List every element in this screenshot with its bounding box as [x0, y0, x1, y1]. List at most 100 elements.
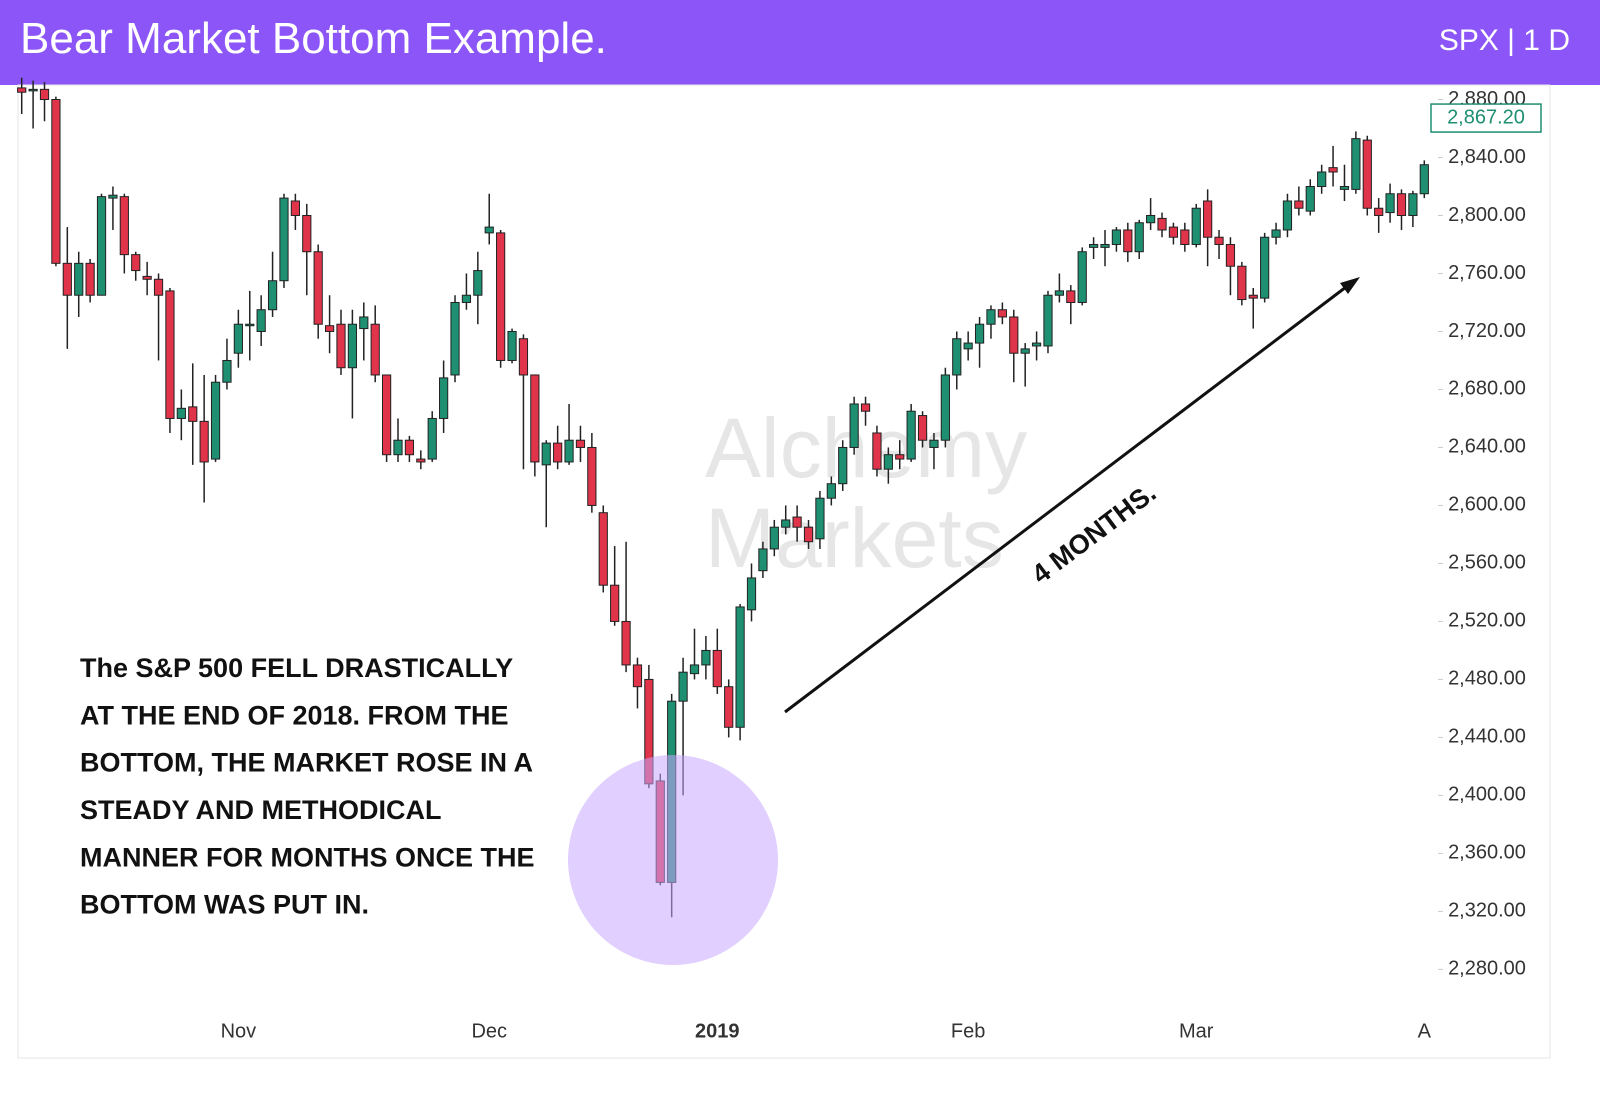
- candle-body: [1031, 342, 1042, 347]
- candle-body: [803, 526, 814, 543]
- y-tick-label: 2,440.00: [1448, 726, 1526, 748]
- candle-body: [997, 309, 1007, 318]
- candle-body: [769, 526, 779, 550]
- candle-body: [370, 323, 380, 376]
- y-axis: 2,280.00 2,320.00 2,360.00 2,400.00 2,440.00…: [1430, 88, 1542, 980]
- candle-body: [1054, 290, 1065, 296]
- y-tick-label: 2,360.00: [1448, 842, 1526, 864]
- candle-body: [1317, 171, 1327, 187]
- annotation-line: BOTTOM WAS PUT IN.: [80, 890, 369, 920]
- y-tick-label: 2,400.00: [1448, 784, 1526, 806]
- candle-body: [952, 338, 962, 376]
- chart-frame: [17, 84, 1551, 1059]
- candle-body: [1020, 348, 1030, 354]
- candle-body: [575, 439, 586, 448]
- candle-body: [484, 226, 494, 234]
- candle-body: [838, 446, 848, 485]
- candle-body: [1225, 243, 1236, 267]
- candle-body: [553, 442, 563, 463]
- candle-body: [450, 301, 460, 376]
- candle-body: [1328, 167, 1338, 173]
- candle-body: [1362, 139, 1372, 209]
- y-tick-label: 2,560.00: [1448, 552, 1526, 574]
- candle-body: [1374, 207, 1384, 216]
- candle-body: [621, 620, 631, 666]
- candle-body: [1077, 251, 1087, 303]
- candle-body: [313, 251, 323, 325]
- x-tick-label: Feb: [951, 1020, 985, 1042]
- annotation-line: AT THE END OF 2018. FROM THE: [80, 700, 509, 730]
- candle-body: [1066, 290, 1076, 303]
- candle-body: [507, 330, 517, 361]
- candle-body: [1203, 200, 1213, 238]
- last-price-label: 2,867.20: [1447, 106, 1525, 128]
- candle-body: [1351, 138, 1361, 190]
- candle-body: [530, 374, 540, 463]
- candle-body: [359, 316, 369, 330]
- candle-body: [986, 309, 996, 325]
- candle-body: [461, 294, 472, 303]
- candle-body: [1260, 236, 1270, 299]
- candle-body: [222, 359, 232, 383]
- candle-body: [906, 410, 916, 460]
- candle-body: [587, 446, 597, 506]
- x-tick-label: Mar: [1179, 1020, 1214, 1042]
- candle-body: [598, 512, 608, 586]
- y-tick-label: 2,720.00: [1448, 320, 1526, 342]
- y-tick-label: 2,600.00: [1448, 494, 1526, 516]
- candles: [17, 77, 1429, 918]
- candle-body: [1305, 185, 1315, 212]
- candle-body: [610, 584, 620, 622]
- y-tick-label: 2,280.00: [1448, 958, 1526, 980]
- candle-body: [1237, 265, 1247, 301]
- candle-body: [872, 432, 882, 470]
- x-axis: Nov Dec 2019 Feb Mar A: [221, 1020, 1432, 1042]
- candle-body: [1248, 294, 1258, 299]
- candle-body: [439, 377, 449, 419]
- candle-body: [473, 270, 483, 296]
- candle-body: [108, 194, 118, 199]
- candle-body: [541, 442, 551, 466]
- candle-body: [678, 671, 688, 702]
- candle-body: [1339, 185, 1350, 190]
- candle-body: [1168, 226, 1179, 238]
- annotation-line: BOTTOM, THE MARKET ROSE IN A: [80, 748, 533, 778]
- candle-body: [792, 516, 802, 528]
- y-tick-label: 2,840.00: [1448, 146, 1526, 168]
- candle-body: [347, 323, 358, 369]
- candle-body: [416, 458, 426, 463]
- candle-body: [210, 381, 221, 460]
- candle-body: [1146, 214, 1156, 224]
- candle-body: [758, 548, 768, 572]
- x-tick-label: A: [1418, 1020, 1432, 1042]
- candle-body: [336, 323, 346, 369]
- candle-body: [39, 88, 50, 100]
- candle-body: [256, 309, 266, 332]
- candle-body: [279, 197, 289, 282]
- candle-body: [1294, 200, 1304, 209]
- x-tick-label: Nov: [221, 1020, 257, 1042]
- candle-body: [74, 262, 84, 296]
- candle-body: [940, 374, 950, 441]
- candle-body: [1191, 207, 1201, 245]
- x-tick-label: 2019: [695, 1020, 740, 1042]
- candle-body: [883, 454, 893, 470]
- candle-body: [632, 664, 643, 688]
- candle-body: [233, 323, 243, 354]
- candle-body: [1396, 193, 1407, 216]
- candle-body: [929, 439, 939, 448]
- candle-body: [564, 439, 574, 463]
- candle-body: [895, 454, 905, 460]
- candle-body: [85, 262, 95, 296]
- candle-body: [1043, 294, 1053, 347]
- candle-body: [701, 649, 711, 666]
- candle-body: [518, 338, 529, 376]
- x-tick-label: Dec: [471, 1020, 507, 1042]
- candle-body: [1111, 229, 1122, 245]
- arrow: [784, 282, 1351, 714]
- candle-body: [404, 439, 415, 456]
- candle-body: [51, 98, 61, 264]
- candle-body: [245, 323, 255, 327]
- arrow-head: [1340, 277, 1360, 294]
- candle-body: [826, 483, 836, 499]
